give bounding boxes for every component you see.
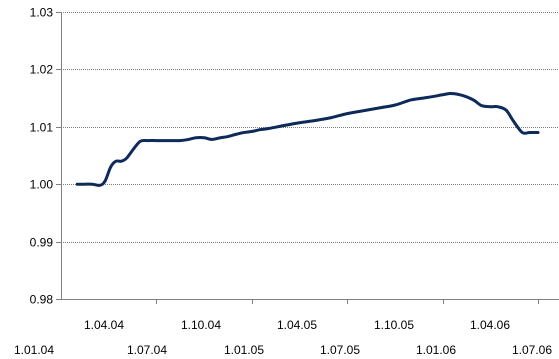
axes xyxy=(56,12,559,304)
y-tick-label: 0.99 xyxy=(30,236,54,250)
x-tick-label: 1.01.06 xyxy=(416,343,456,357)
data-point xyxy=(449,92,452,95)
tick-labels: 0.980.991.001.011.021.031.04.04 1.10.04 1.… xyxy=(14,6,552,358)
x-tick-label: 1.07.05 xyxy=(320,343,360,357)
data-point xyxy=(203,136,206,139)
data-point xyxy=(242,131,245,134)
data-point xyxy=(109,165,112,169)
data-point xyxy=(103,180,107,183)
data-point xyxy=(298,121,301,124)
series-line-0 xyxy=(75,92,540,187)
data-point xyxy=(114,160,118,163)
data-point xyxy=(219,136,222,139)
data-point xyxy=(83,183,86,186)
x-tick-label: 1.04.05 xyxy=(277,318,317,332)
x-tick-label: 1.10.05 xyxy=(374,318,414,332)
data-point xyxy=(139,139,142,143)
series-layer xyxy=(75,92,540,187)
data-point xyxy=(504,108,508,112)
data-point xyxy=(210,138,213,141)
data-point xyxy=(425,96,429,99)
data-point xyxy=(536,131,540,134)
data-point xyxy=(472,99,476,102)
data-point xyxy=(521,131,524,134)
data-point xyxy=(345,112,349,115)
x-tick-label: 1.07.06 xyxy=(512,343,552,357)
y-tick-label: 0.98 xyxy=(30,293,54,307)
data-point xyxy=(187,138,190,141)
data-point xyxy=(512,119,515,123)
data-point xyxy=(98,184,101,187)
data-point xyxy=(76,183,79,186)
y-tick-label: 1.01 xyxy=(30,121,54,135)
x-tick-label: 1.01.05 xyxy=(224,343,264,357)
data-point xyxy=(162,139,165,142)
data-point xyxy=(226,135,230,138)
data-point xyxy=(267,127,270,130)
data-point xyxy=(194,136,198,139)
data-point xyxy=(480,104,483,107)
data-point xyxy=(251,130,254,133)
data-point xyxy=(465,95,469,99)
data-point xyxy=(528,131,531,134)
data-point xyxy=(125,157,128,160)
data-point xyxy=(154,139,158,142)
x-tick-label: 1.07.04 xyxy=(127,343,167,357)
data-point xyxy=(378,106,381,110)
data-point xyxy=(171,139,174,142)
y-tick-label: 1.00 xyxy=(30,178,54,192)
data-point xyxy=(442,93,445,96)
data-point xyxy=(258,128,261,131)
data-point xyxy=(119,160,123,163)
data-point xyxy=(410,98,413,102)
data-point xyxy=(146,139,150,142)
gridlines xyxy=(61,12,559,243)
data-point xyxy=(362,109,365,112)
x-tick-label: 1.01.04 xyxy=(14,343,54,357)
data-point xyxy=(178,139,181,142)
data-point xyxy=(330,116,333,119)
x-tick-label: 1.04.04 xyxy=(84,318,124,332)
data-point xyxy=(394,103,397,107)
data-point xyxy=(91,183,94,186)
data-point xyxy=(458,93,461,96)
data-point xyxy=(313,119,317,122)
y-tick-label: 1.03 xyxy=(30,6,54,20)
data-point xyxy=(133,146,136,150)
x-tick-label: 1.04.06 xyxy=(470,318,510,332)
data-point xyxy=(489,105,492,108)
data-point xyxy=(235,133,238,136)
y-tick-label: 1.02 xyxy=(30,63,54,77)
x-tick-label: 1.10.04 xyxy=(181,318,221,332)
data-point xyxy=(496,105,499,108)
data-point xyxy=(282,124,285,127)
